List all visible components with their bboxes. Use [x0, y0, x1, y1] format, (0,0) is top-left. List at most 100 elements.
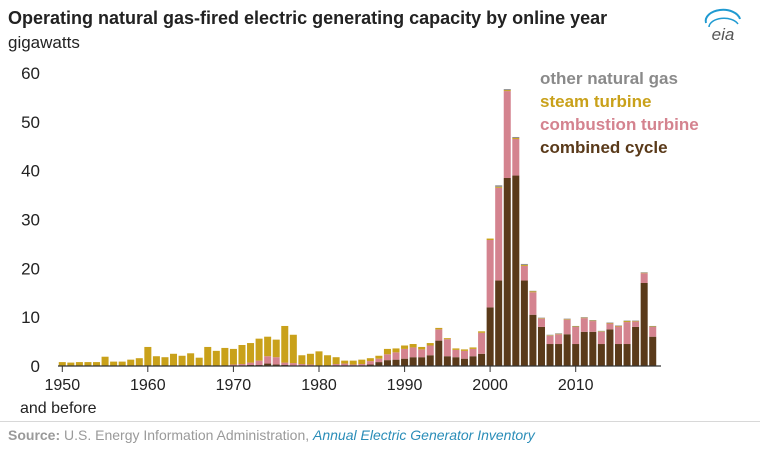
bar-segment-other-natural-gas: [537, 317, 545, 319]
bar-segment-steam-turbine: [170, 353, 178, 366]
bar-segment-combustion-turbine: [306, 364, 314, 366]
bar-segment-combustion-turbine: [383, 354, 391, 361]
bar-segment-combined-cycle: [649, 336, 657, 366]
bar-segment-combined-cycle: [572, 344, 580, 366]
bar-segment-combustion-turbine: [572, 326, 580, 345]
bar-segment-other-natural-gas: [512, 136, 520, 138]
bar-segment-steam-turbine: [460, 349, 468, 351]
bar-segment-combustion-turbine: [341, 363, 349, 366]
bar-segment-combustion-turbine: [632, 321, 640, 327]
bar-segment-steam-turbine: [281, 325, 289, 363]
bar-segment-steam-turbine: [537, 318, 545, 319]
bar-segment-steam-turbine: [418, 346, 426, 350]
bar-segment-steam-turbine: [247, 343, 255, 363]
bar-segment-combustion-turbine: [640, 273, 648, 283]
bar-segment-combined-cycle: [443, 356, 451, 366]
bar-segment-other-natural-gas: [623, 320, 631, 322]
bar-segment-steam-turbine: [614, 325, 622, 327]
bar-segment-steam-turbine: [272, 339, 280, 358]
source-text: U.S. Energy Information Administration,: [64, 427, 310, 443]
bars-group: [58, 89, 657, 367]
bar-segment-steam-turbine: [401, 345, 409, 349]
bar-segment-combustion-turbine: [623, 322, 631, 345]
bar-segment-steam-turbine: [503, 90, 511, 92]
y-tick-label: 10: [21, 308, 40, 327]
bar-chart: 0 10 20 30 40 50 60 1950 1960 1970 1980 1990 2000 20…: [20, 64, 699, 417]
bar-segment-combustion-turbine: [512, 138, 520, 176]
bar-segment-other-natural-gas: [606, 322, 614, 324]
bar-segment-steam-turbine: [375, 355, 383, 359]
y-tick-label: 30: [21, 211, 40, 230]
bar-segment-combustion-turbine: [426, 345, 434, 356]
bar-segment-combustion-turbine: [597, 331, 605, 345]
bar-segment-combined-cycle: [264, 363, 272, 366]
svg-text:eia: eia: [712, 25, 735, 43]
bar-segment-combustion-turbine: [537, 318, 545, 327]
bar-segment-combined-cycle: [632, 326, 640, 366]
bar-segment-steam-turbine: [555, 333, 563, 335]
bar-segment-combined-cycle: [529, 314, 537, 366]
bar-segment-steam-turbine: [580, 317, 588, 319]
bar-segment-combustion-turbine: [247, 362, 255, 366]
bar-segment-combustion-turbine: [289, 363, 297, 366]
x-tick-label: 1980: [301, 377, 337, 394]
bar-segment-combined-cycle: [580, 331, 588, 366]
x-tick-label: 1970: [216, 377, 252, 394]
bar-segment-combustion-turbine: [409, 347, 417, 358]
footer-divider: [0, 421, 760, 422]
bar-segment-steam-turbine: [358, 359, 366, 365]
bar-segment-steam-turbine: [144, 346, 152, 366]
bar-segment-steam-turbine: [212, 350, 220, 366]
bar-segment-steam-turbine: [341, 360, 349, 364]
bar-segment-combustion-turbine: [264, 356, 272, 364]
bar-segment-combined-cycle: [555, 344, 563, 366]
chart-title: Operating natural gas-fired electric gen…: [8, 8, 608, 28]
legend-item-other-natural-gas: other natural gas: [540, 69, 678, 88]
legend: other natural gas steam turbine combustion…: [540, 69, 699, 157]
bar-segment-steam-turbine: [563, 319, 571, 320]
bar-segment-combined-cycle: [640, 282, 648, 366]
legend-item-combined-cycle: combined cycle: [540, 138, 668, 157]
bar-segment-combustion-turbine: [401, 348, 409, 359]
bar-segment-combined-cycle: [563, 334, 571, 366]
bar-segment-combustion-turbine: [478, 332, 486, 354]
bar-segment-combustion-turbine: [298, 364, 306, 366]
bar-segment-steam-turbine: [127, 359, 135, 366]
bar-segment-combined-cycle: [418, 357, 426, 366]
bar-segment-combustion-turbine: [495, 187, 503, 281]
bar-segment-steam-turbine: [255, 338, 263, 361]
bar-segment-steam-turbine: [221, 347, 229, 366]
bar-segment-steam-turbine: [110, 361, 118, 366]
bar-segment-other-natural-gas: [529, 290, 537, 292]
source-link[interactable]: Annual Electric Generator Inventory: [313, 427, 535, 443]
bar-segment-steam-turbine: [264, 336, 272, 357]
bar-segment-steam-turbine: [623, 321, 631, 323]
bar-segment-combustion-turbine: [443, 339, 451, 357]
bar-segment-combustion-turbine: [418, 349, 426, 358]
bar-segment-steam-turbine: [67, 362, 75, 366]
bar-segment-steam-turbine: [632, 321, 640, 322]
bar-segment-steam-turbine: [84, 362, 92, 366]
source-label: Source:: [8, 427, 61, 443]
bar-segment-combined-cycle: [375, 362, 383, 366]
bar-segment-combustion-turbine: [649, 326, 657, 337]
bar-segment-other-natural-gas: [503, 89, 511, 91]
bar-segment-steam-turbine: [452, 348, 460, 350]
y-tick-label: 40: [21, 162, 40, 181]
bar-segment-steam-turbine: [58, 362, 66, 366]
chart-unit-label: gigawatts: [8, 33, 80, 52]
bar-segment-steam-turbine: [289, 334, 297, 364]
bar-segment-combustion-turbine: [563, 319, 571, 335]
x-tick-label: 2000: [472, 377, 508, 394]
bar-segment-combined-cycle: [546, 344, 554, 366]
bar-segment-combustion-turbine: [606, 323, 614, 330]
bar-segment-combined-cycle: [401, 358, 409, 366]
bar-segment-steam-turbine: [435, 327, 443, 330]
bar-segment-steam-turbine: [606, 323, 614, 324]
bar-segment-combined-cycle: [469, 356, 477, 366]
bar-segment-steam-turbine: [572, 326, 580, 327]
bar-segment-other-natural-gas: [495, 185, 503, 187]
bar-segment-steam-turbine: [229, 348, 237, 365]
bar-segment-combustion-turbine: [238, 364, 246, 366]
eia-logo: eia: [704, 8, 741, 43]
